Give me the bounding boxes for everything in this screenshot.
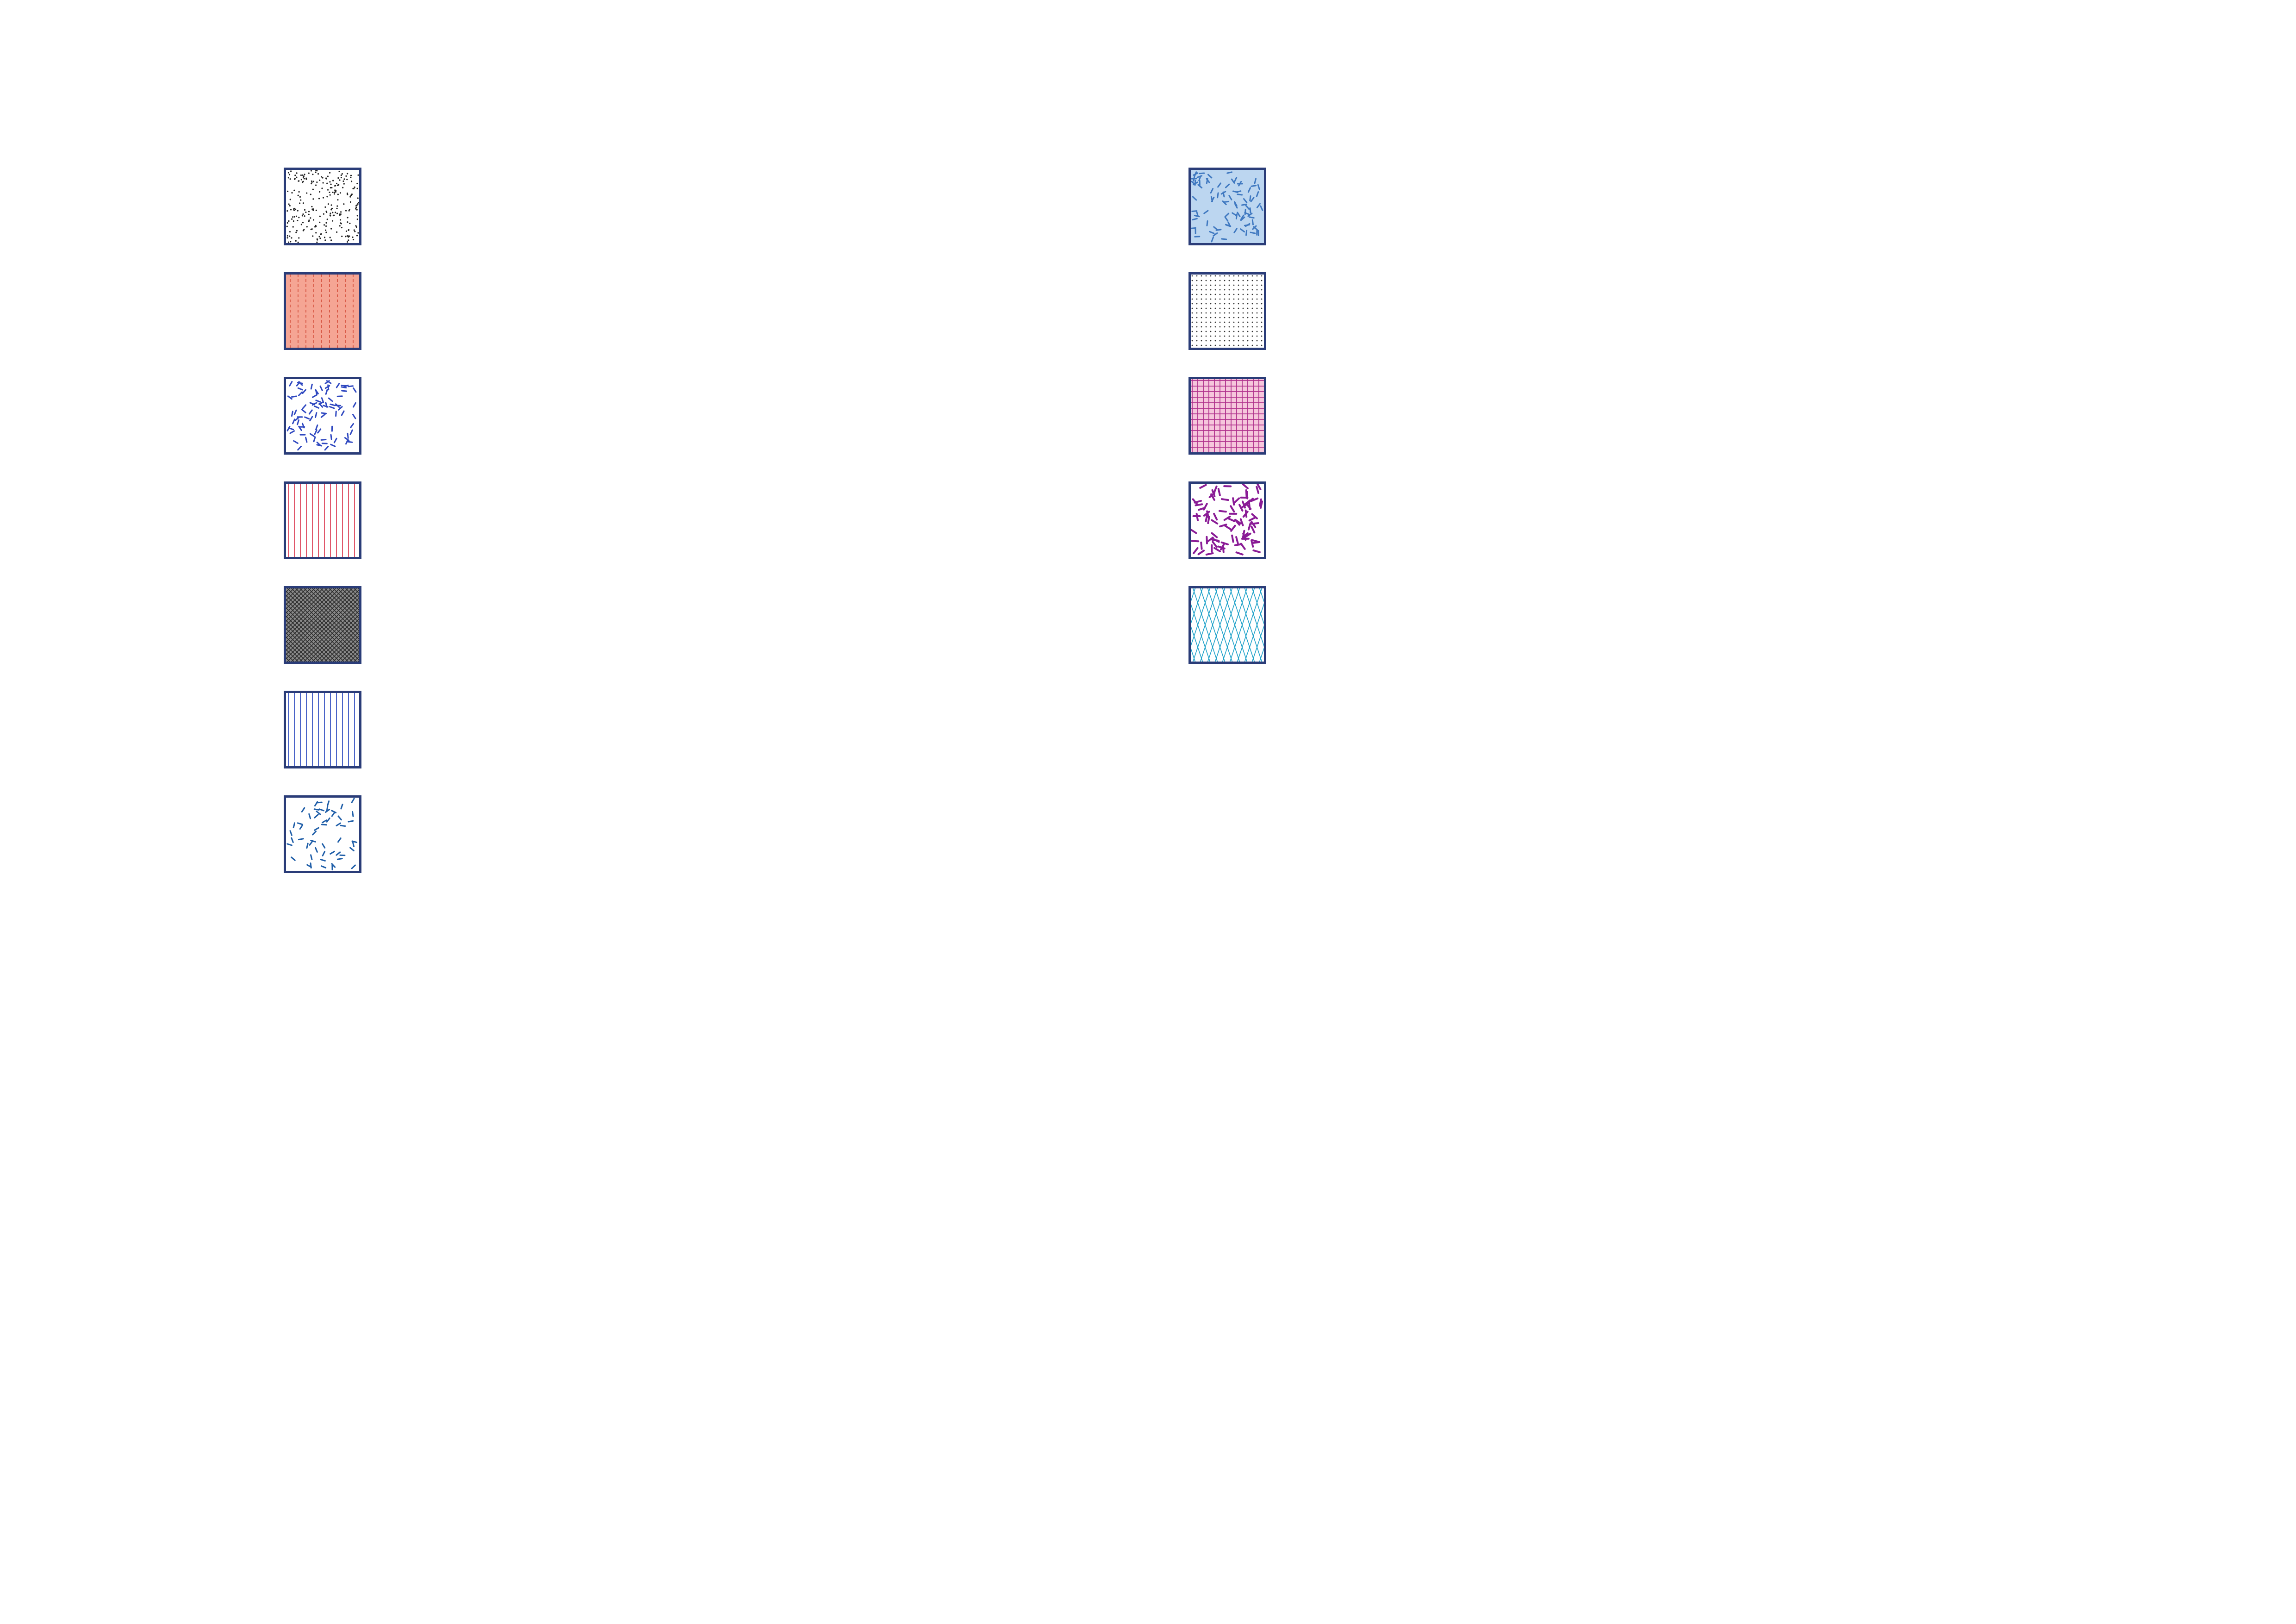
swatch-vertical-lines-icon (284, 481, 361, 559)
pattern-swatch (284, 377, 361, 455)
swatch-thick-dashes-icon (1188, 481, 1266, 559)
pattern-swatch (284, 272, 361, 350)
swatch-dashed-vertical-icon (284, 272, 361, 350)
pattern-swatch (1188, 586, 1266, 664)
pattern-swatch (284, 168, 361, 245)
swatch-stipple-icon (284, 168, 361, 245)
swatch-diamond-lattice-icon (1188, 586, 1266, 664)
swatch-dot-grid-icon (1188, 272, 1266, 350)
pattern-swatch (284, 691, 361, 768)
pattern-swatch (1188, 377, 1266, 455)
pattern-swatch (284, 795, 361, 873)
pattern-swatch (1188, 272, 1266, 350)
swatch-sparse-dashes-icon (284, 795, 361, 873)
swatch-crosshatch-dense-icon (284, 586, 361, 664)
swatch-vertical-lines-icon (284, 691, 361, 768)
pattern-swatch (284, 586, 361, 664)
swatch-random-dashes-icon (1188, 168, 1266, 245)
pattern-swatch (1188, 168, 1266, 245)
swatch-random-dashes-icon (284, 377, 361, 455)
pattern-swatch (1188, 481, 1266, 559)
pattern-swatch (284, 481, 361, 559)
swatch-grid-icon (1188, 377, 1266, 455)
